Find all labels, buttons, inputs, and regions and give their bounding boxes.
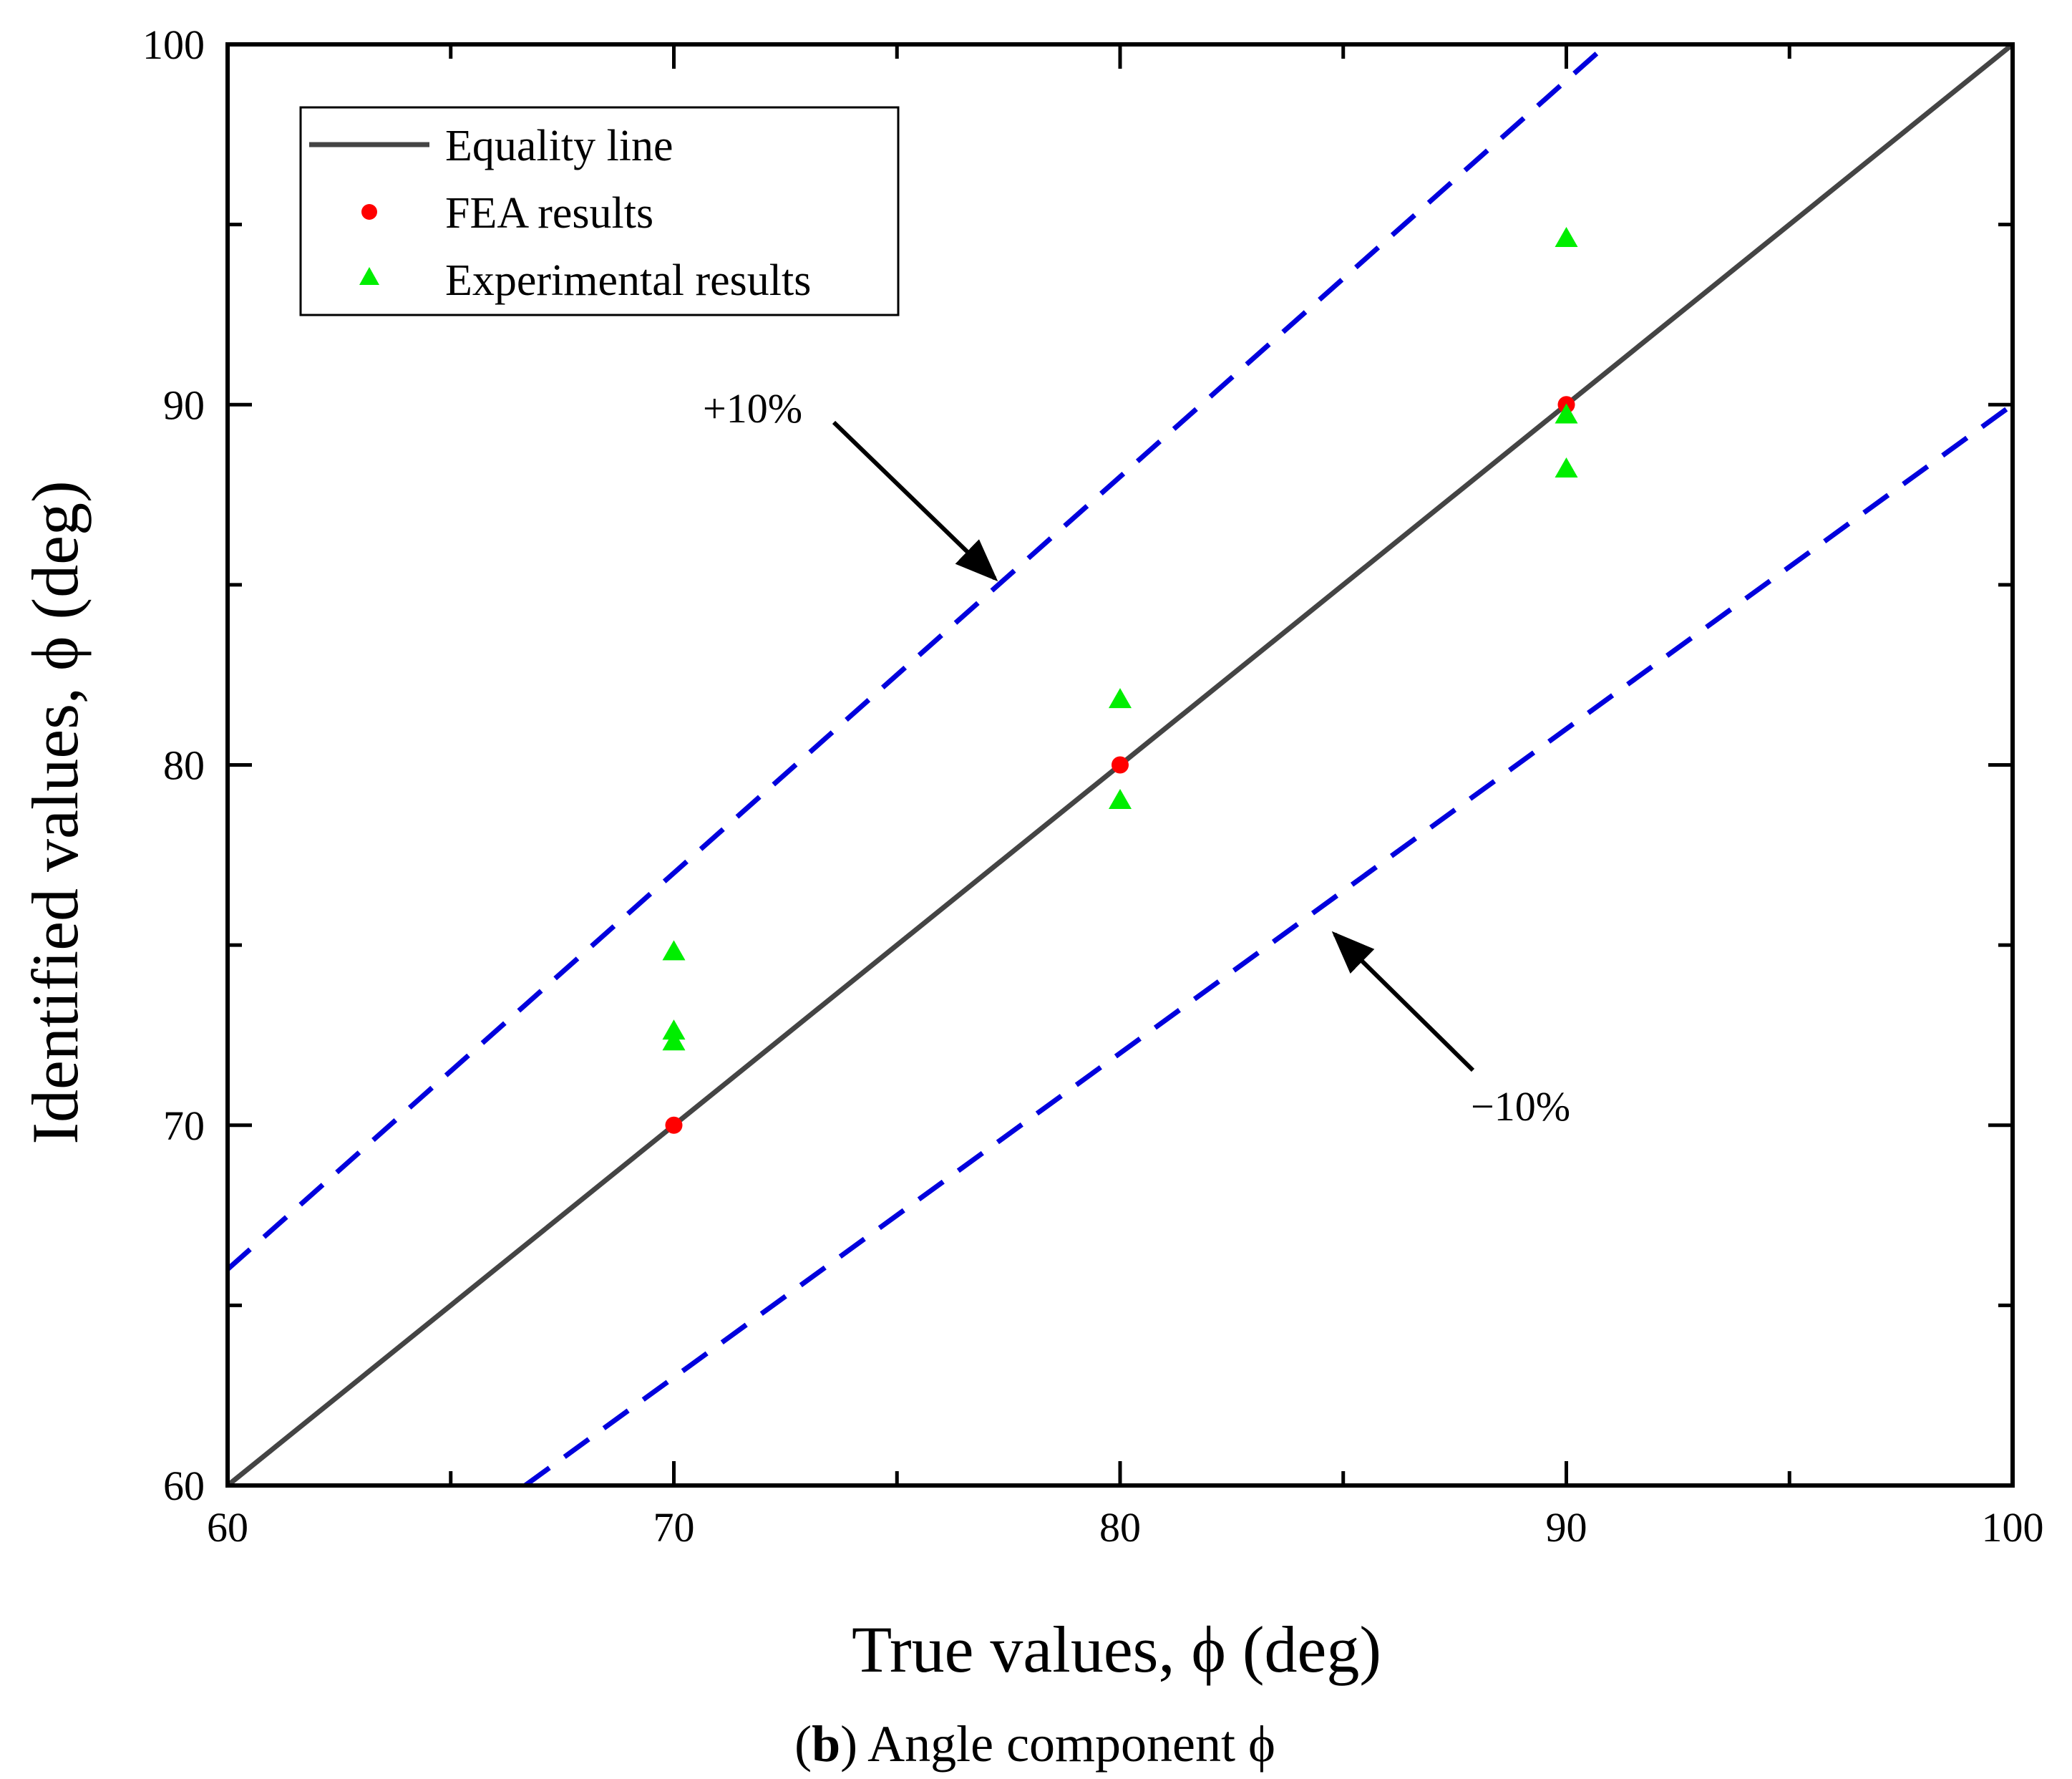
y-tick-labels: 60 70 80 90 100 <box>142 21 205 1509</box>
plot-frame <box>225 42 2015 1488</box>
x-tick-label: 90 <box>1546 1504 1587 1551</box>
experimental-result-point <box>662 1019 686 1040</box>
y-tick-label: 100 <box>142 21 205 68</box>
legend: Equality line FEA results Experimental r… <box>299 106 900 316</box>
caption-label: b <box>812 1715 840 1773</box>
x-tick-label: 80 <box>1099 1504 1141 1551</box>
experimental-result-point <box>1555 457 1578 478</box>
y-tick-label: 70 <box>163 1102 205 1149</box>
annotations: +10% −10% <box>703 385 1570 1130</box>
annotation-minus-10-percent: −10% <box>1471 1083 1570 1130</box>
fea-result-point <box>665 1116 683 1134</box>
y-tick-label: 90 <box>163 382 205 428</box>
experimental-result-point <box>1109 688 1132 709</box>
experimental-result-point <box>1109 789 1132 810</box>
legend-label-equality-line: Equality line <box>445 122 673 170</box>
x-tick-labels: 60 70 80 90 100 <box>207 1504 2044 1551</box>
experimental-result-point <box>662 1030 686 1051</box>
legend-label-fea-results: FEA results <box>445 189 653 238</box>
annotation-arrow-minus-10-percent <box>1331 931 1475 1072</box>
experimental-result-point <box>1555 403 1578 424</box>
axis-ticks <box>228 44 2013 1485</box>
x-tick-label: 60 <box>207 1504 248 1551</box>
experimental-result-point <box>1555 226 1578 247</box>
y-axis-title: Identified values, ϕ (deg) <box>19 480 92 1144</box>
data-markers <box>662 226 1578 1134</box>
figure-caption: (b) Angle component ϕ <box>794 1715 1275 1773</box>
annotation-plus-10-percent: +10% <box>703 385 802 432</box>
annotation-arrow-plus-10-percent <box>832 420 998 582</box>
bound-lines <box>225 42 2015 1488</box>
experimental-result-point <box>662 940 686 961</box>
bound-line-plus-10-percent <box>225 42 1609 1271</box>
x-axis-title: True values, ϕ (deg) <box>852 1613 1381 1686</box>
caption-text: Angle component ϕ <box>857 1715 1275 1773</box>
y-tick-label: 80 <box>163 742 205 789</box>
y-tick-label: 60 <box>163 1463 205 1509</box>
x-tick-label: 70 <box>653 1504 695 1551</box>
legend-swatch-fea-results <box>361 204 377 220</box>
legend-label-experimental-results: Experimental results <box>445 256 811 305</box>
legend-swatch-experimental-results <box>359 267 379 285</box>
legend-box <box>299 106 900 316</box>
bound-line-minus-10-percent <box>523 402 2015 1488</box>
fea-result-point <box>1112 756 1129 774</box>
x-tick-label: 100 <box>1982 1504 2044 1551</box>
